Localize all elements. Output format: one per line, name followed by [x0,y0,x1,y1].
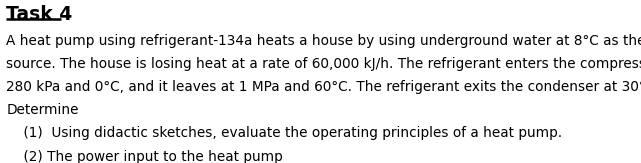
Text: (2) The power input to the heat pump: (2) The power input to the heat pump [6,150,283,163]
Text: A heat pump using refrigerant-134a heats a house by using underground water at 8: A heat pump using refrigerant-134a heats… [6,34,641,48]
Text: Task 4: Task 4 [6,5,72,24]
Text: source. The house is losing heat at a rate of 60,000 kJ/h. The refrigerant enter: source. The house is losing heat at a ra… [6,57,641,71]
Text: Determine: Determine [6,103,79,117]
Text: (1)  Using didactic sketches, evaluate the operating principles of a heat pump.: (1) Using didactic sketches, evaluate th… [6,126,563,140]
Text: 280 kPa and 0°C, and it leaves at 1 MPa and 60°C. The refrigerant exits the cond: 280 kPa and 0°C, and it leaves at 1 MPa … [6,80,641,94]
